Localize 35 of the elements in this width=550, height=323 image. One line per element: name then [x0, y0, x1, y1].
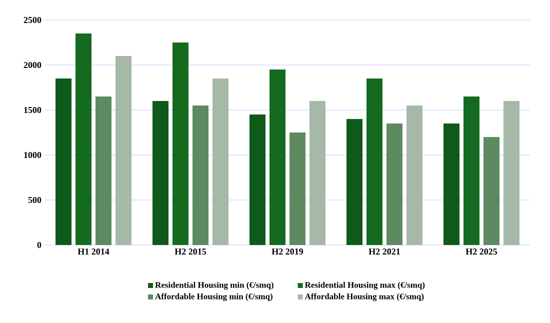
bar [309, 100, 326, 245]
bar [406, 105, 422, 245]
x-tick-label: H2 2025 [466, 248, 498, 255]
bar [249, 114, 266, 245]
legend-label: Residential Housing min (€/smq) [155, 282, 274, 290]
legend-label: Residential Housing max (€/smq) [304, 282, 425, 290]
legend-label: Affordable Housing min (€/smq) [155, 293, 272, 302]
y-tick-label: 500 [28, 196, 42, 204]
bar [76, 33, 92, 245]
x-tick-label: H2 2019 [272, 248, 304, 255]
y-tick-label: 2000 [24, 62, 42, 68]
x-tick-label: H2 2015 [174, 248, 206, 255]
bar [366, 78, 382, 245]
bar [56, 78, 72, 245]
bar [96, 96, 112, 245]
bar [503, 100, 520, 245]
bar [212, 78, 228, 245]
bar [346, 118, 362, 245]
y-tick-label: 1000 [24, 152, 42, 158]
bar [192, 105, 208, 245]
bar [172, 42, 188, 245]
bar [443, 123, 460, 245]
legend-label: Affordable Housing max (€/smq) [304, 293, 424, 302]
bar [269, 69, 286, 245]
bar [463, 96, 480, 245]
bar [483, 136, 500, 245]
y-tick-label: 2500 [24, 16, 42, 24]
y-tick-label: 1500 [24, 106, 42, 114]
bar [289, 132, 306, 245]
x-tick-label: H1 2014 [78, 248, 110, 255]
x-tick-label: H2 2021 [368, 248, 400, 255]
y-tick-label: 0 [37, 242, 42, 248]
bar [152, 100, 168, 245]
bar [116, 56, 132, 245]
bar [386, 123, 402, 245]
